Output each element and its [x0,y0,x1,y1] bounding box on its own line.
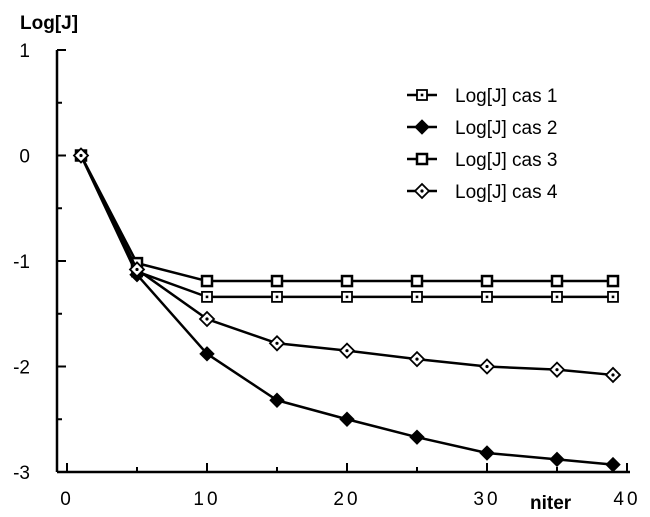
data-point [270,274,284,288]
marker-diamond [199,346,215,362]
legend: Log[J] cas 1 Log[J] cas 2 Log[J] cas 3 Log[… [407,86,558,203]
y-tick-label: 0 [19,147,30,168]
data-point [408,350,426,368]
legend-marker [416,89,428,101]
marker-diamond [409,429,425,445]
series-layer [72,147,622,473]
legend-item-4: Log[J] cas 4 [407,182,558,203]
legend-label: Log[J] cas 1 [455,86,557,107]
marker-square [410,274,424,288]
marker-diamond [269,392,285,408]
marker-center-dot [345,295,349,299]
data-point [199,346,215,362]
marker-center-dot [485,295,489,299]
data-point [605,456,621,473]
legend-marker [414,119,430,135]
data-point [607,290,619,303]
ticks [57,49,628,473]
marker-center-dot [485,364,489,369]
marker-center-dot [79,153,83,158]
x-tick-label: 30 [473,489,500,510]
series-4 [72,147,622,384]
marker-square [606,274,620,288]
y-tick-label: -1 [13,252,30,273]
x-axis-title: niter [530,493,572,514]
legend-label: Log[J] cas 3 [455,150,557,171]
marker-square [200,274,214,288]
data-point [604,366,622,384]
marker-center-dot [135,267,139,272]
series-line [79,154,613,283]
data-point [338,342,356,359]
marker-center-dot [415,357,419,361]
marker-diamond [549,451,565,468]
data-point [72,147,90,164]
data-point [409,429,425,445]
marker-square [480,274,494,288]
data-point [606,274,620,288]
legend-item-3: Log[J] cas 3 [407,150,557,171]
marker-diamond [414,119,430,135]
data-point [200,274,214,288]
data-point [410,274,424,288]
data-point [340,274,354,288]
data-point [201,290,213,303]
marker-center-dot [611,295,615,299]
marker-diamond [605,456,621,473]
marker-square [270,274,284,288]
data-point [548,361,566,378]
data-point [551,290,563,303]
data-point [481,290,493,303]
x-tick-label: 20 [333,489,360,510]
marker-square [550,274,564,288]
x-tick-label: 10 [193,489,220,510]
data-point [269,392,285,408]
data-point [339,411,355,427]
x-tick-label: 40 [613,489,640,510]
data-point [271,290,283,303]
marker-center-dot [345,349,349,353]
legend-marker [413,182,431,200]
marker-center-dot [555,368,559,372]
legend-label: Log[J] cas 4 [455,182,558,203]
x-tick-label: 0 [60,489,74,510]
marker-square [340,274,354,288]
marker-center-dot [555,295,559,299]
marker-center-dot [420,189,424,193]
y-tick-label: 1 [19,41,30,62]
marker-square [415,152,429,166]
y-axis-title: Log[J] [20,13,78,34]
legend-marker [415,152,429,166]
marker-center-dot [205,317,209,321]
y-tick-label: -2 [13,358,30,379]
data-point [411,290,423,303]
marker-diamond [339,411,355,427]
tick-labels: 10-1-2-30 10 20 30 40 [13,41,640,510]
data-point [268,335,286,352]
y-tick-label: -3 [13,463,30,484]
data-point [549,451,565,468]
legend-label: Log[J] cas 2 [455,118,557,139]
data-point [479,445,495,461]
marker-center-dot [420,93,424,97]
data-point [341,290,353,303]
marker-center-dot [205,295,209,299]
legend-item-1: Log[J] cas 1 [407,86,557,107]
marker-center-dot [415,295,419,299]
data-point [128,261,146,278]
data-point [550,274,564,288]
marker-center-dot [611,373,615,377]
marker-center-dot [275,295,279,299]
marker-diamond [479,445,495,461]
data-point [480,274,494,288]
marker-center-dot [275,341,279,345]
data-point [478,358,496,375]
legend-item-2: Log[J] cas 2 [407,118,557,139]
data-point [198,310,216,328]
